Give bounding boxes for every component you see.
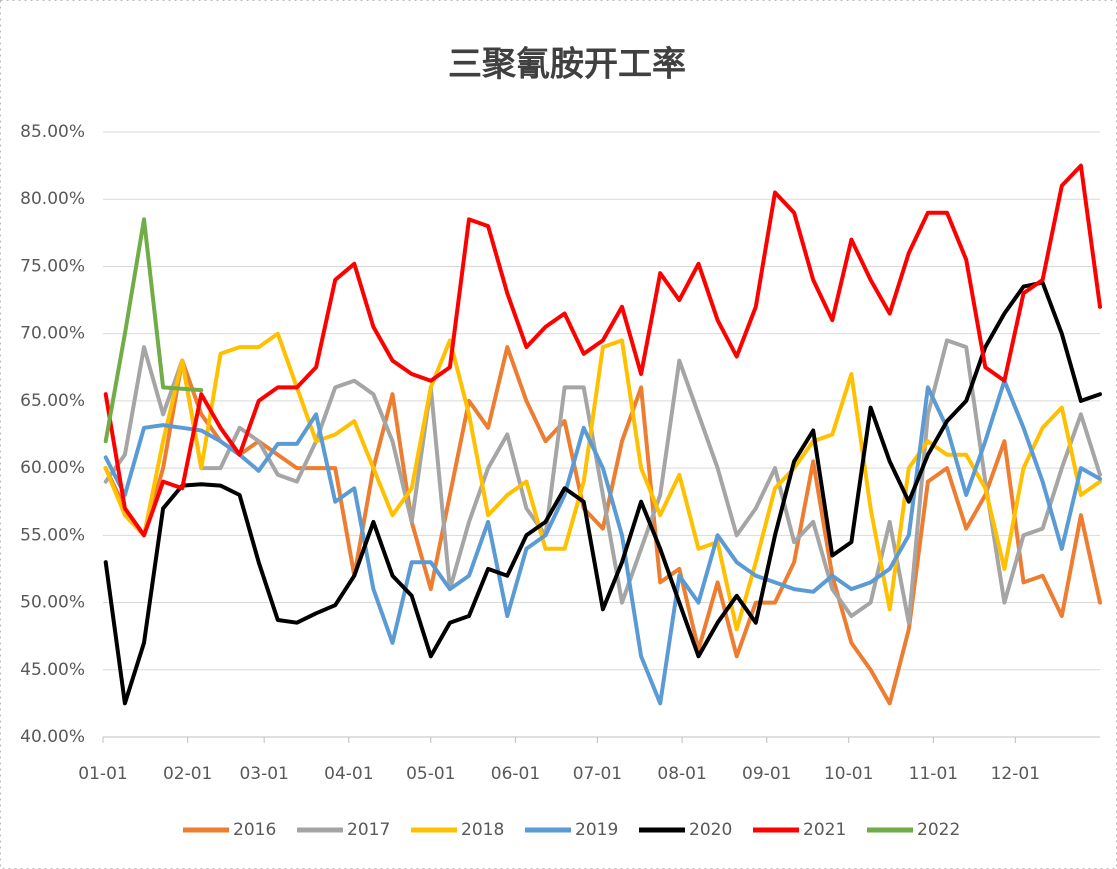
y-tick-label: 60.00%	[20, 458, 85, 478]
y-tick-label: 80.00%	[20, 189, 85, 209]
y-tick-label: 65.00%	[20, 391, 85, 411]
x-tick-label: 02-01	[163, 764, 212, 784]
y-tick-label: 40.00%	[20, 727, 85, 747]
series-line	[103, 217, 204, 444]
legend-label: 2018	[461, 820, 504, 840]
legend-label: 2021	[803, 820, 846, 840]
x-tick-label: 12-01	[991, 764, 1040, 784]
y-tick-label: 75.00%	[20, 256, 85, 276]
x-tick-label: 07-01	[573, 764, 622, 784]
x-tick-label: 01-01	[78, 764, 127, 784]
x-tick-label: 06-01	[491, 764, 540, 784]
x-tick-label: 11-01	[909, 764, 958, 784]
x-tick-label: 08-01	[657, 764, 706, 784]
y-tick-label: 55.00%	[20, 525, 85, 545]
y-tick-label: 70.00%	[20, 324, 85, 344]
x-tick-label: 03-01	[239, 764, 288, 784]
legend-label: 2016	[233, 820, 276, 840]
legend-label: 2020	[689, 820, 732, 840]
chart-title: 三聚氰胺开工率	[448, 45, 686, 85]
series-line	[103, 378, 1102, 706]
legend-label: 2019	[575, 820, 618, 840]
y-tick-label: 50.00%	[20, 593, 85, 613]
y-tick-label: 45.00%	[20, 660, 85, 680]
legend-label: 2017	[347, 820, 390, 840]
legend-label: 2022	[917, 820, 960, 840]
x-tick-label: 05-01	[406, 764, 455, 784]
x-tick-label: 04-01	[324, 764, 373, 784]
series-line	[103, 338, 1102, 625]
series-line	[103, 163, 1102, 538]
x-tick-label: 09-01	[742, 764, 791, 784]
y-tick-label: 85.00%	[20, 122, 85, 142]
series-line	[103, 280, 1102, 706]
x-tick-label: 10-01	[824, 764, 873, 784]
